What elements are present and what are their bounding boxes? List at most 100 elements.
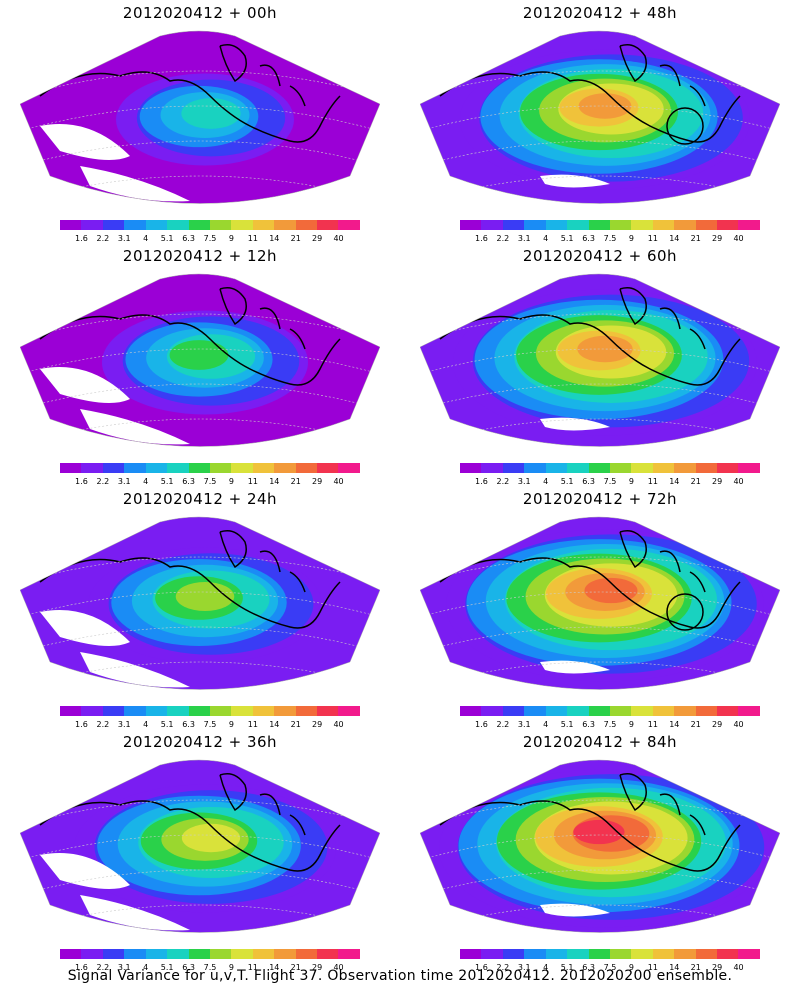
colorbar-tick-label: 11 (647, 234, 658, 243)
colorbar-swatch (502, 706, 525, 716)
colorbar-tick-label: 5.1 (560, 234, 574, 243)
panel-title: 2012020412 + 36h (122, 733, 278, 751)
map-panel: 2012020412 + 12h 1.6 2.2 3.1 4 5.1 6.3 7.5 9 11 14… (0, 243, 400, 488)
colorbar-tick-label: 3.1 (117, 963, 131, 972)
colorbar-swatch (167, 220, 189, 230)
variance-map (20, 30, 380, 204)
colorbar-tick-label: 6.3 (582, 963, 595, 972)
variance-map (20, 516, 380, 690)
graticule-line (20, 348, 380, 375)
colorbar-tick-label: 21 (690, 963, 701, 972)
colorbar-tick-label: 7.5 (203, 963, 217, 972)
variance-contour (175, 582, 235, 611)
coastline (439, 71, 741, 143)
colorbar-swatch (588, 706, 610, 716)
colorbar-swatch (674, 706, 696, 716)
colorbar-tick-label: 9 (628, 477, 634, 486)
colorbar-swatch (524, 220, 546, 230)
colorbar-swatch (209, 463, 232, 473)
graticule-line (20, 140, 380, 167)
colorbar-tick-label: 1.6 (475, 720, 488, 729)
coastline (39, 557, 341, 629)
graticule-line (420, 591, 780, 618)
colorbar-swatch (481, 706, 503, 716)
colorbar-swatch (502, 949, 525, 959)
variance-contour (181, 823, 241, 853)
colorbar-ticks: 1.6 2.2 3.1 4 5.1 6.3 7.5 9 11 14 21 29 40 (460, 963, 760, 973)
colorbar-tick-label: 5.1 (560, 477, 574, 486)
colorbar-swatch (274, 706, 296, 716)
colorbar-tick-label: 1.6 (75, 720, 88, 729)
colorbar-swatch (209, 949, 232, 959)
colorbar-swatch (188, 949, 210, 959)
coastline (439, 314, 741, 386)
colorbar-swatch (631, 706, 653, 716)
colorbar (460, 706, 760, 716)
colorbar-swatch (102, 706, 125, 716)
graticule-line (420, 140, 780, 167)
colorbar-tick-label: 29 (712, 963, 723, 972)
coastline (219, 773, 306, 836)
colorbar-tick-label: 1.6 (475, 963, 488, 972)
colorbar-swatch (317, 949, 339, 959)
colorbar-swatch (317, 220, 339, 230)
colorbar-swatch (338, 220, 360, 230)
graticule-line (420, 313, 780, 340)
colorbar-swatch (167, 463, 189, 473)
colorbar-swatch (274, 220, 296, 230)
colorbar-tick-label: 2.2 (496, 720, 510, 729)
colorbar-tick-label: 5.1 (160, 963, 174, 972)
colorbar-tick-label: 21 (290, 720, 301, 729)
colorbar-swatch (738, 220, 760, 230)
low-variance-region (40, 124, 130, 160)
colorbar-tick-label: 2.2 (496, 963, 510, 972)
colorbar-swatch (717, 706, 739, 716)
colorbar-ticks: 1.6 2.2 3.1 4 5.1 6.3 7.5 9 11 14 21 29 40 (460, 720, 760, 730)
variance-map (20, 759, 380, 933)
colorbar-swatch (567, 949, 589, 959)
colorbar-tick-label: 4 (543, 720, 549, 729)
colorbar-swatch (145, 706, 168, 716)
panel-title: 2012020412 + 48h (522, 4, 678, 22)
colorbar (60, 949, 360, 959)
colorbar-tick-label: 3.1 (117, 720, 131, 729)
colorbar-tick-label: 40 (733, 963, 744, 972)
colorbar-tick-label: 3.1 (517, 963, 531, 972)
colorbar-tick-label: 6.3 (582, 234, 595, 243)
colorbar-swatch (209, 220, 232, 230)
colorbar-tick-label: 11 (247, 234, 258, 243)
colorbar-tick-label: 2.2 (96, 720, 110, 729)
colorbar-tick-label: 5.1 (160, 234, 174, 243)
colorbar-swatch (167, 949, 189, 959)
colorbar-swatch (545, 463, 568, 473)
colorbar-tick-label: 29 (312, 234, 323, 243)
colorbar-swatch (738, 949, 760, 959)
colorbar-tick-label: 40 (733, 234, 744, 243)
low-variance-region (80, 409, 190, 445)
coastline (39, 800, 341, 872)
low-variance-region (540, 903, 610, 917)
colorbar-tick-label: 5.1 (160, 720, 174, 729)
colorbar-swatch (188, 220, 210, 230)
colorbar-swatch (60, 220, 82, 230)
map-panel: 2012020412 + 24h 1.6 2.2 3.1 4 5.1 6.3 7.5 9 11 14… (0, 486, 400, 731)
colorbar-swatch (460, 220, 482, 230)
colorbar-tick-label: 11 (247, 963, 258, 972)
colorbar-swatch (338, 706, 360, 716)
map-outline (420, 30, 780, 204)
colorbar-swatch (209, 706, 232, 716)
colorbar-tick-label: 29 (712, 720, 723, 729)
observation-circle (666, 593, 704, 631)
map-outline (20, 273, 380, 447)
colorbar-tick-label: 9 (228, 963, 234, 972)
colorbar-swatch (295, 706, 318, 716)
colorbar-tick-label: 4 (543, 234, 549, 243)
colorbar-swatch (60, 949, 82, 959)
colorbar-swatch (295, 463, 318, 473)
colorbar-swatch (631, 949, 653, 959)
colorbar-tick-label: 40 (333, 477, 344, 486)
colorbar-swatch (60, 706, 82, 716)
colorbar-tick-label: 4 (143, 234, 149, 243)
colorbar-swatch (231, 463, 253, 473)
colorbar-tick-label: 4 (543, 477, 549, 486)
